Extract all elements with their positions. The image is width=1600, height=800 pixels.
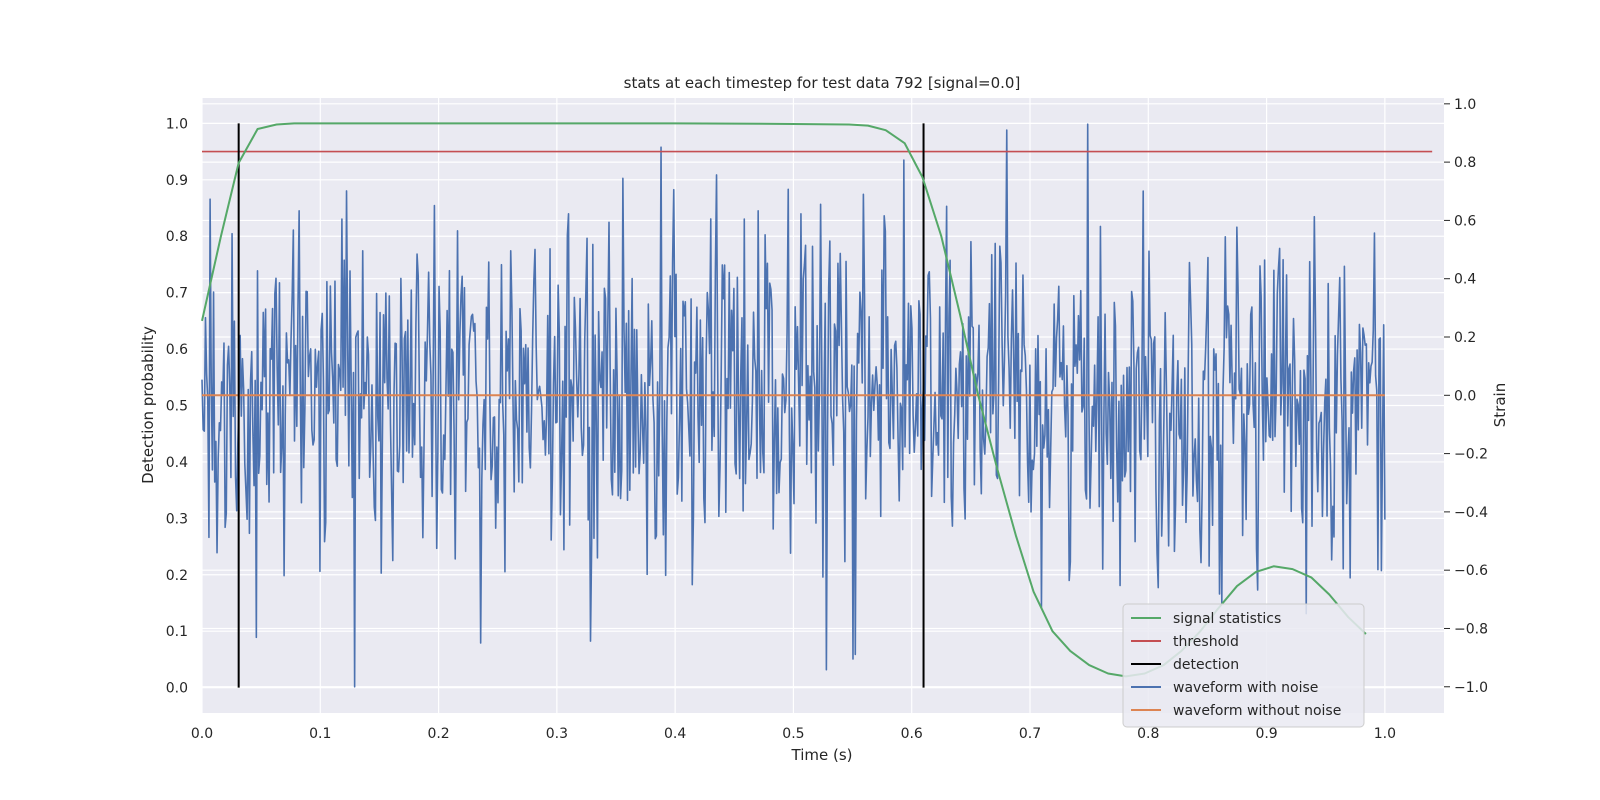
y-right-tick-label: 0.0 — [1454, 388, 1476, 404]
y-tick-label: 0.6 — [166, 342, 188, 358]
x-tick-label: 0.8 — [1137, 726, 1159, 742]
series-signal-statistics — [201, 122, 1367, 678]
y-tick-label: 0.8 — [166, 229, 188, 245]
x-tick-label: 0.4 — [664, 726, 686, 742]
y-right-tick-label: 0.8 — [1454, 155, 1476, 171]
y-right-tick-label: 0.4 — [1454, 272, 1476, 288]
series-lines — [201, 122, 1433, 688]
x-tick-label: 0.0 — [191, 726, 213, 742]
y-axis-label: Detection probability — [139, 326, 157, 484]
y-tick-label: 0.4 — [166, 455, 188, 471]
y-right-tick-label: −0.2 — [1454, 447, 1488, 463]
x-tick-label: 0.1 — [309, 726, 331, 742]
y-right-tick-label: 1.0 — [1454, 97, 1476, 113]
y-tick-label: 1.0 — [166, 116, 188, 132]
x-tick-label: 0.7 — [1019, 726, 1041, 742]
x-tick-label: 0.6 — [901, 726, 923, 742]
legend-label: detection — [1173, 657, 1239, 673]
legend-label: threshold — [1173, 634, 1239, 650]
series-waveform-with-noise — [201, 123, 1386, 688]
x-tick-label: 0.3 — [546, 726, 568, 742]
x-tick-label: 1.0 — [1374, 726, 1396, 742]
y-right-tick-label: −0.6 — [1454, 563, 1488, 579]
y-right-tick-label: 0.6 — [1454, 213, 1476, 229]
y-right-tick-label: −0.4 — [1454, 505, 1488, 521]
legend-label: signal statistics — [1173, 611, 1281, 627]
y-right-tick-label: −0.8 — [1454, 621, 1488, 637]
legend: signal statistics threshold detection wavef… — [1122, 603, 1365, 728]
legend-label: waveform without noise — [1173, 703, 1341, 719]
x-tick-label: 0.2 — [427, 726, 449, 742]
y-tick-label: 0.5 — [166, 399, 188, 415]
y-tick-label: 0.2 — [166, 568, 188, 584]
x-tick-label: 0.5 — [782, 726, 804, 742]
legend-label: waveform with noise — [1173, 680, 1318, 696]
y-right-tick-label: 0.2 — [1454, 330, 1476, 346]
y-axis-right-label: Strain — [1491, 383, 1509, 427]
x-tick-label: 0.9 — [1255, 726, 1277, 742]
y-tick-label: 0.1 — [166, 624, 188, 640]
y-tick-label: 0.3 — [166, 511, 188, 527]
legend-box — [1122, 603, 1365, 728]
y-axis-ticks: 0.0 0.1 0.2 0.3 0.4 0.5 0.6 0.7 0.8 0.9 1.0 — [166, 116, 188, 696]
x-axis-ticks: 0.0 0.1 0.2 0.3 0.4 0.5 0.6 0.7 0.8 0.9 1.0 — [191, 726, 1396, 742]
y-tick-label: 0.0 — [166, 681, 188, 697]
y-tick-label: 0.7 — [166, 286, 188, 302]
y-axis-right-ticks: −1.0 −0.8 −0.6 −0.4 −0.2 0.0 0.2 0.4 0.6 0.8 1.0 — [1444, 97, 1488, 696]
y-right-tick-label: −1.0 — [1454, 680, 1488, 696]
x-axis-label: Time (s) — [791, 746, 853, 764]
y-tick-label: 0.9 — [166, 173, 188, 189]
chart-title: stats at each timestep for test data 792… — [624, 74, 1021, 92]
